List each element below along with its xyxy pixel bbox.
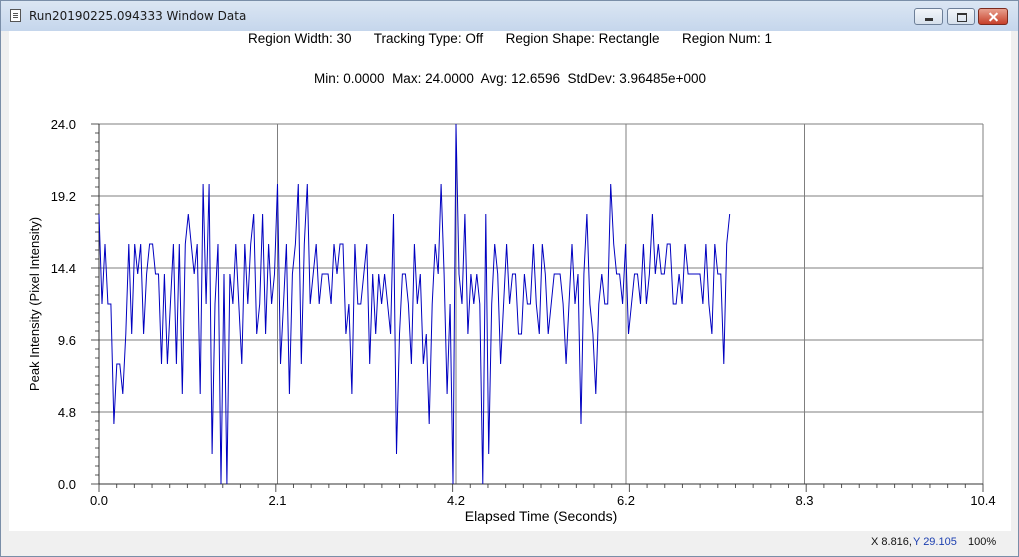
plot-area-panel: Region Width: 30 Tracking Type: Off Regi… — [9, 31, 1011, 531]
y-tick-label: 9.6 — [58, 333, 76, 348]
tracking-type-label: Tracking Type: Off — [373, 31, 484, 46]
x-tick-label: 6.2 — [617, 493, 635, 508]
series-line — [98, 123, 731, 485]
y-tick-label: 4.8 — [58, 405, 76, 420]
min-label: Min: 0.0000 — [314, 71, 385, 86]
y-tick-label: 0.0 — [58, 477, 76, 492]
title-bar[interactable]: Run20190225.094333 Window Data — [1, 1, 1018, 31]
zoom-level: 100% — [968, 536, 997, 548]
maximize-button[interactable] — [947, 8, 975, 25]
cursor-x-readout: X 8.816 — [871, 536, 912, 548]
x-tick-label: 4.2 — [447, 493, 465, 508]
y-tick-label: 19.2 — [51, 189, 76, 204]
status-bar: X 8.816 Y 29.105 100% — [1, 531, 1018, 556]
plot-background — [99, 124, 983, 484]
intensity-chart[interactable]: 0.0 4.8 9.6 14.4 19.2 24.0 0.0 2.1 4.2 6.2 8.3 10.4… — [9, 31, 1011, 531]
y-tick-label: 14.4 — [51, 261, 76, 276]
x-axis-title: Elapsed Time (Seconds) — [465, 508, 618, 524]
x-tick-label: 8.3 — [795, 493, 813, 508]
max-label: Max: 24.0000 — [392, 71, 474, 86]
region-num-label: Region Num: 1 — [681, 31, 773, 46]
y-tick-label: 24.0 — [51, 117, 76, 132]
cursor-y-readout: Y 29.105 — [913, 536, 957, 548]
region-shape-label: Region Shape: Rectangle — [505, 31, 660, 46]
y-axis-title: Peak Intensity (Pixel Intensity) — [27, 217, 42, 391]
region-width-label: Region Width: 30 — [247, 31, 352, 46]
close-button[interactable] — [978, 8, 1008, 25]
minimize-button[interactable] — [914, 8, 943, 25]
x-tick-label: 0.0 — [90, 493, 108, 508]
x-tick-label: 2.1 — [268, 493, 286, 508]
stddev-label: StdDev: 3.96485e+000 — [567, 71, 706, 86]
x-tick-label: 10.4 — [970, 493, 995, 508]
stats-info: Min: 0.0000 Max: 24.0000 Avg: 12.6596 St… — [9, 71, 1011, 86]
window-title: Run20190225.094333 Window Data — [29, 9, 247, 23]
avg-label: Avg: 12.6596 — [480, 71, 560, 86]
document-icon — [10, 9, 21, 22]
region-info: Region Width: 30 Tracking Type: Off Regi… — [9, 31, 1011, 46]
